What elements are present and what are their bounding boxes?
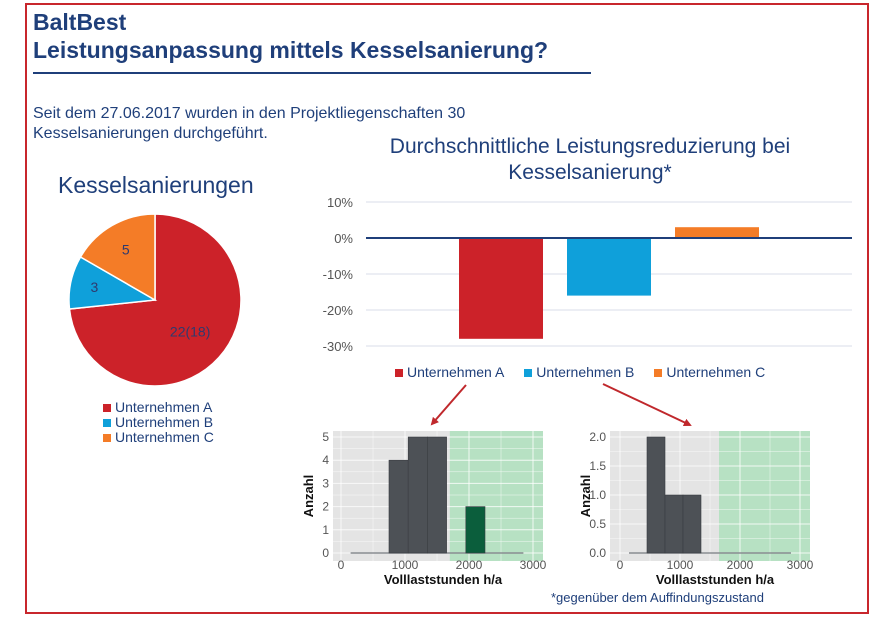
hist-ytick-label: 3: [322, 476, 329, 490]
bar-legend-item-b: Unternehmen B: [524, 365, 634, 380]
bar-a: [459, 238, 543, 339]
slide-title-brand: BaltBest: [33, 9, 127, 35]
hist-xtick-label: 2000: [727, 558, 754, 572]
hist-xaxis-title: Volllaststunden h/a: [384, 572, 503, 587]
hist-bin-0: [646, 436, 666, 554]
hist-green-zone: [449, 431, 543, 561]
pie-legend: Unternehmen A Unternehmen B Unternehmen …: [103, 400, 214, 445]
hist-yaxis-title: Anzahl: [301, 475, 316, 518]
callout-arrows: [430, 383, 692, 427]
hist-bin-1: [407, 436, 428, 554]
bar-ytick-label: -20%: [323, 303, 354, 318]
hist-xtick-label: 3000: [520, 558, 547, 572]
bar-chart: 10% 0% -10% -20% -30%: [323, 195, 852, 354]
hist-ytick-label: 1.0: [589, 488, 606, 502]
legend-item-b: Unternehmen B: [103, 415, 214, 430]
legend-swatch-c: [103, 433, 111, 442]
hist-ytick-label: 0.0: [589, 546, 606, 560]
pie-slice-c: [79, 213, 156, 302]
legend-swatch-b: [103, 418, 111, 427]
pie-chart: 22(18) 3 5: [68, 213, 242, 387]
title-underline: [33, 72, 591, 74]
pie-chart-title: Kesselsanierungen: [58, 172, 254, 198]
slide-title: Leistungsanpassung mittels Kesselsanieru…: [33, 37, 549, 63]
bar-legend-item-a: Unternehmen A: [395, 365, 504, 380]
bar-ytick-label: -30%: [323, 339, 354, 354]
bar-ytick-label: -10%: [323, 267, 354, 282]
hist-ytick-label: 0.5: [589, 517, 606, 531]
histogram-unternehmen-b: 0.0 0.5 1.0 1.5 2.0 0 1000 2000 3000 Volllaststun…: [578, 430, 814, 587]
pie-label-a: 22(18): [170, 324, 210, 340]
legend-swatch-a: [103, 403, 111, 412]
hist-bin-1: [664, 494, 684, 554]
bar-c: [675, 227, 759, 238]
legend-label-c: Unternehmen C: [115, 429, 214, 445]
hist-ytick-label: 4: [322, 453, 329, 467]
hist-ytick-label: 2: [322, 500, 329, 514]
slide-frame: [25, 3, 869, 614]
pie-label-b: 3: [91, 279, 99, 295]
pie-label-c: 5: [122, 241, 130, 257]
hist-xaxis-title: Volllaststunden h/a: [656, 572, 775, 587]
bar-b: [567, 238, 651, 296]
legend-item-a: Unternehmen A: [103, 400, 214, 415]
hist-bin-2: [682, 494, 702, 554]
arrow-to-histogram-a: [430, 384, 467, 426]
hist-xtick-label: 0: [617, 558, 624, 572]
bar-ytick-label: 0%: [334, 231, 353, 246]
hist-ytick-label: 1: [322, 523, 329, 537]
hist-ytick-label: 1.5: [589, 459, 606, 473]
legend-label-a: Unternehmen A: [115, 399, 213, 415]
hist-ytick-label: 2.0: [589, 430, 606, 444]
arrow-to-histogram-b: [602, 383, 692, 427]
intro-text: Seit dem 27.06.2017 wurden in den Projek…: [33, 105, 466, 142]
hist-bin-2: [427, 436, 447, 554]
footnote: *gegenüber dem Auffindungszustand: [551, 590, 764, 605]
bar-legend-label-a: Unternehmen A: [407, 364, 505, 380]
hist-bin-0: [388, 459, 409, 554]
hist-xtick-label: 2000: [456, 558, 483, 572]
bar-legend-swatch-a: [395, 368, 403, 377]
bar-legend-label-b: Unternehmen B: [536, 364, 635, 380]
hist-ytick-label: 5: [322, 430, 329, 444]
hist-green-zone: [719, 431, 810, 561]
bar-ytick-label: 10%: [327, 195, 353, 210]
legend-label-b: Unternehmen B: [115, 414, 214, 430]
hist-yaxis-title: Anzahl: [578, 475, 593, 518]
hist-bin-3: [465, 506, 486, 554]
hist-xtick-label: 3000: [787, 558, 814, 572]
bar-legend-swatch-b: [524, 368, 533, 377]
hist-xtick-label: 0: [338, 558, 345, 572]
bar-chart-title: Durchschnittliche Leistungsreduzierung b…: [389, 135, 791, 184]
hist-xtick-label: 1000: [667, 558, 694, 572]
bar-legend-swatch-c: [654, 368, 663, 377]
bar-legend: Unternehmen A Unternehmen B Unternehmen …: [395, 365, 765, 380]
legend-item-c: Unternehmen C: [103, 430, 214, 445]
hist-ytick-label: 0: [322, 546, 329, 560]
histogram-unternehmen-a: 0 1 2 3 4 5 0 1000 2000 3000 Volllaststunden h/a An…: [301, 430, 547, 587]
hist-xtick-label: 1000: [392, 558, 419, 572]
bar-legend-item-c: Unternehmen C: [654, 365, 765, 380]
bar-legend-label-c: Unternehmen C: [666, 364, 766, 380]
